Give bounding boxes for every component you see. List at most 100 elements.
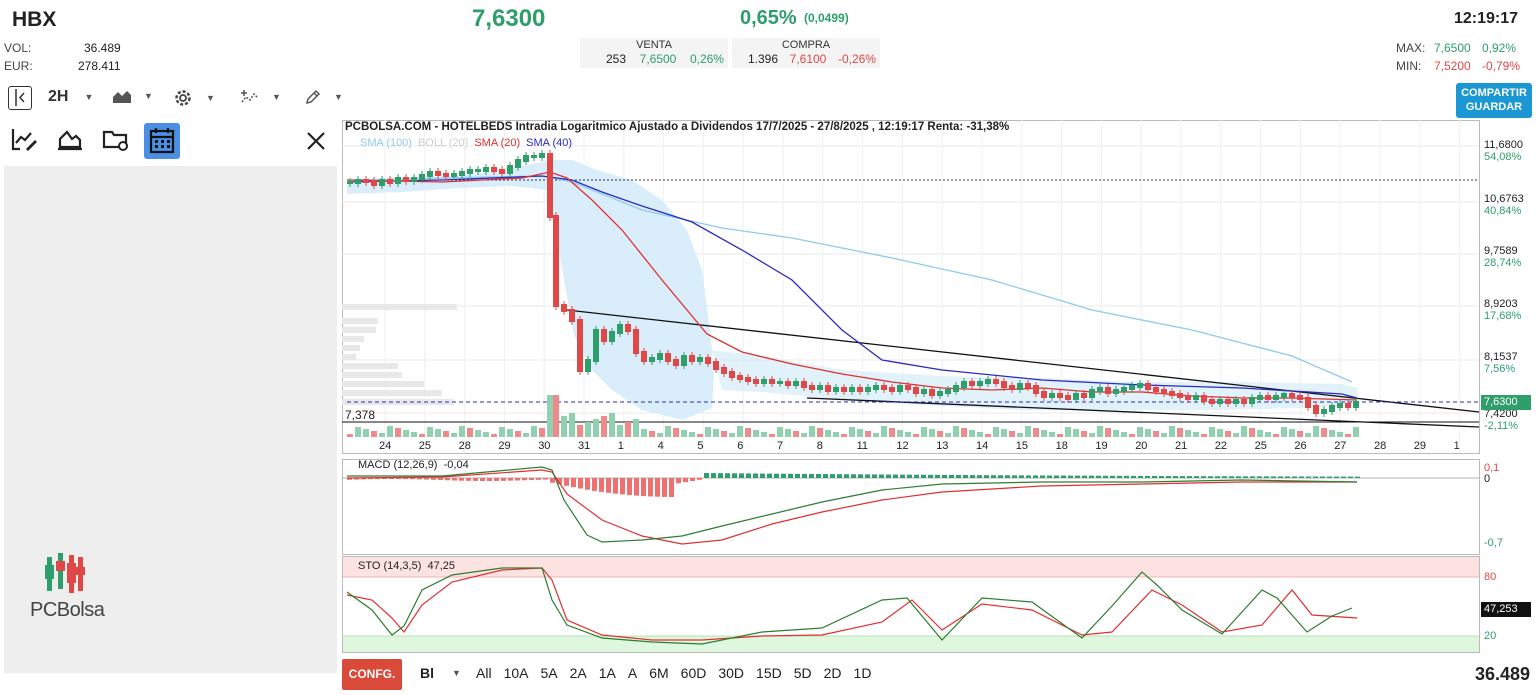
volume-bar xyxy=(745,428,751,437)
macd-bar xyxy=(508,478,513,481)
candle xyxy=(577,319,583,372)
date-tick: 29 xyxy=(498,440,511,452)
volume-bar xyxy=(1289,429,1295,437)
chart-type-selector[interactable]: ▼ xyxy=(112,88,153,104)
macd-bar xyxy=(753,473,758,478)
volume-bar xyxy=(1153,431,1159,437)
period-button[interactable]: 5A xyxy=(540,665,558,681)
period-button[interactable]: 2D xyxy=(823,665,842,681)
chevron-down-icon: ▼ xyxy=(84,92,94,102)
volume-bar xyxy=(1089,433,1095,437)
candle xyxy=(809,385,815,390)
volume-bar xyxy=(1145,429,1151,437)
period-button[interactable]: A xyxy=(627,665,638,681)
period-button[interactable]: 1D xyxy=(853,665,872,681)
macd-bar xyxy=(1082,475,1087,478)
macd-bar xyxy=(1208,476,1213,478)
calendar-button[interactable] xyxy=(144,123,180,159)
volume-bar xyxy=(1001,429,1007,437)
volume-bar xyxy=(1265,432,1271,437)
macd-bar xyxy=(690,478,695,481)
candle xyxy=(1009,385,1015,390)
period-button[interactable]: All xyxy=(476,665,492,681)
macd-bar xyxy=(403,478,408,480)
volume-bar xyxy=(857,429,863,437)
chart-area[interactable] xyxy=(342,120,1530,655)
axis-label-3: 8,9203 17,68% xyxy=(1484,298,1521,322)
period-button[interactable]: 6M xyxy=(649,665,669,681)
candle xyxy=(1353,401,1359,408)
candle xyxy=(609,331,615,342)
interval-selector[interactable]: 2H ▼ xyxy=(48,88,93,106)
candle xyxy=(553,215,559,307)
volume-bar xyxy=(427,427,433,437)
candle xyxy=(721,367,727,374)
candle xyxy=(761,379,767,384)
share-save-button[interactable]: COMPARTIR GUARDAR xyxy=(1456,83,1532,118)
macd-bar xyxy=(683,478,688,483)
volume-bar xyxy=(475,430,481,437)
price-chart[interactable] xyxy=(342,120,1530,655)
macd-bar xyxy=(1054,475,1059,478)
candle xyxy=(1297,395,1303,400)
macd-bar xyxy=(928,474,933,478)
candle xyxy=(1105,387,1111,394)
date-tick: 14 xyxy=(976,440,989,452)
date-tick: 26 xyxy=(1294,440,1307,452)
volume-bar xyxy=(721,431,727,437)
volume-bar xyxy=(609,413,615,437)
folder-gear-icon xyxy=(102,130,128,151)
date-tick: 13 xyxy=(936,440,949,452)
candle xyxy=(785,381,791,386)
volume-bar xyxy=(419,434,425,437)
drawing-selector[interactable]: ▼ xyxy=(304,88,343,106)
candle xyxy=(929,389,935,396)
volume-bar xyxy=(491,434,497,437)
macd-bar xyxy=(1138,475,1143,478)
volume-bar xyxy=(1009,431,1015,437)
macd-bar xyxy=(879,474,884,478)
candle xyxy=(801,381,807,388)
macd-bar xyxy=(627,478,632,496)
period-button[interactable]: 60D xyxy=(680,665,707,681)
volume-bar xyxy=(1161,433,1167,437)
mode-selector[interactable]: Bl ▼ xyxy=(420,665,461,681)
close-panel-button[interactable] xyxy=(305,130,327,157)
macd-bar xyxy=(1313,476,1318,478)
period-button[interactable]: 15D xyxy=(756,665,782,681)
buy-pct: -0,26% xyxy=(837,52,876,66)
volume-bar xyxy=(387,426,393,437)
candle xyxy=(641,351,647,362)
date-tick: 4 xyxy=(657,440,664,452)
macd-bar xyxy=(1299,476,1304,478)
candle xyxy=(1273,395,1279,400)
drawing-tool-button[interactable] xyxy=(10,127,38,158)
candle xyxy=(585,359,591,372)
settings-selector[interactable]: ▼ xyxy=(172,87,215,109)
sto-value-tag: 47,253 xyxy=(1481,602,1531,617)
macd-bar xyxy=(662,478,667,497)
volume-bar xyxy=(443,431,449,437)
collapse-panel-button[interactable] xyxy=(8,86,32,110)
period-button[interactable]: 1A xyxy=(598,665,616,681)
period-button[interactable]: 5D xyxy=(793,665,812,681)
period-button[interactable]: 10A xyxy=(503,665,529,681)
volume-bar xyxy=(467,428,473,437)
indicators-selector[interactable]: ▼ xyxy=(240,88,281,106)
mountain-chart-button[interactable] xyxy=(56,127,84,158)
period-button[interactable]: 2A xyxy=(569,665,587,681)
candle xyxy=(1249,397,1255,404)
date-tick: 20 xyxy=(1135,440,1148,452)
date-tick: 7 xyxy=(777,440,784,452)
axis-value: 8,1537 xyxy=(1484,351,1518,363)
date-tick: 28 xyxy=(458,440,471,452)
buy-label: COMPRA xyxy=(781,39,831,51)
candle xyxy=(841,387,847,392)
close-icon xyxy=(307,132,325,150)
change-absolute: (0,0499) xyxy=(804,11,849,25)
legend-sma20: SMA (20) xyxy=(474,137,521,149)
date-tick: 22 xyxy=(1214,440,1228,452)
config-button[interactable]: CONFG. xyxy=(342,659,402,690)
period-button[interactable]: 30D xyxy=(718,665,745,681)
folder-settings-button[interactable] xyxy=(102,127,130,158)
